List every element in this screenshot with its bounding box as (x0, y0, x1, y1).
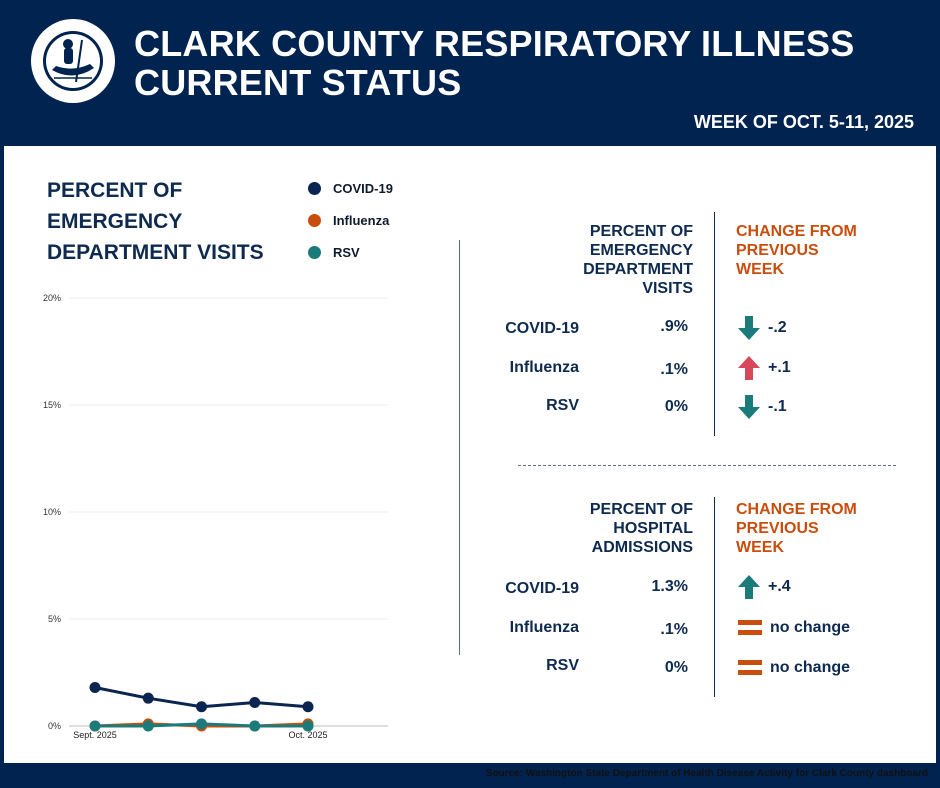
y-tick-label: 10% (43, 507, 61, 517)
data-point-covid (196, 701, 207, 713)
header-line: WEEK (736, 539, 784, 556)
x-tick-label: Oct. 2025 (288, 730, 327, 740)
ed-row-name: COVID-19 (505, 320, 579, 337)
hosp-row-name: Influenza (509, 619, 579, 636)
header-line: HOSPITAL (613, 520, 693, 537)
change-value: -.2 (768, 319, 787, 336)
ed-row-change: -.2 (738, 316, 787, 340)
ed-row-change: +.1 (738, 356, 791, 380)
header-line: PREVIOUS (736, 520, 819, 537)
change-value: +.4 (768, 578, 791, 595)
y-tick-label: 0% (48, 721, 61, 731)
ed-row-change: -.1 (738, 395, 787, 419)
header-banner: CLARK COUNTY RESPIRATORY ILLNESS CURRENT… (0, 0, 940, 145)
chart-legend: COVID-19 Influenza RSV (308, 172, 393, 268)
hosp-row-change: no change (738, 619, 850, 637)
ed-header-change: CHANGE FROM PREVIOUS WEEK (736, 222, 857, 279)
arrow-up-icon (738, 356, 760, 380)
data-point-covid (89, 681, 101, 693)
data-point-rsv (249, 720, 261, 732)
header-line: CHANGE FROM (736, 223, 857, 240)
change-value: -.1 (768, 398, 787, 415)
data-point-rsv (302, 720, 314, 732)
ed-row-value: .1% (660, 361, 688, 378)
header-line: DEPARTMENT (583, 261, 693, 278)
hosp-row-name: COVID-19 (505, 580, 579, 597)
header-line: PREVIOUS (736, 242, 819, 259)
hosp-row-value: 1.3% (651, 578, 688, 595)
ed-row-name: RSV (546, 397, 579, 414)
header-line: WEEK (736, 261, 784, 278)
legend-label: Influenza (333, 212, 390, 228)
column-divider-hosp (714, 497, 715, 697)
arrow-down-icon (738, 316, 760, 340)
week-label: WEEK OF OCT. 5-11, 2025 (693, 112, 914, 132)
x-tick-label: Sept. 2025 (73, 730, 117, 740)
arrow-up-icon (738, 575, 760, 599)
header-line: VISITS (642, 280, 693, 297)
data-point-covid (302, 701, 314, 713)
clark-county-logo-icon (31, 19, 115, 103)
ed-row-value: 0% (664, 398, 688, 415)
header-line: ADMISSIONS (591, 539, 693, 556)
legend-dot-rsv (308, 245, 321, 259)
dashed-separator (518, 465, 896, 466)
source-note: Source: Washington State Department of H… (485, 768, 928, 779)
hosp-row-change: +.4 (738, 575, 791, 599)
hosp-row-change: no change (738, 659, 850, 677)
data-point-rsv (89, 720, 101, 732)
y-tick-label: 5% (48, 614, 61, 624)
column-divider-ed (714, 212, 715, 436)
ed-header-percent: PERCENT OF EMERGENCY DEPARTMENT VISITS (493, 222, 693, 298)
chart-title: PERCENT OF EMERGENCY DEPARTMENT VISITS (47, 175, 264, 268)
chart-title-line: EMERGENCY (47, 210, 183, 233)
change-value: no change (770, 659, 851, 676)
legend-item-influenza: Influenza (308, 204, 393, 236)
data-point-covid (142, 692, 154, 704)
change-value: +.1 (768, 359, 791, 376)
legend-item-rsv: RSV (308, 236, 393, 268)
change-value: no change (770, 619, 851, 636)
equal-icon (738, 620, 762, 635)
chart-title-line: PERCENT OF (47, 179, 183, 202)
data-point-rsv (196, 718, 207, 730)
title-line-1: CLARK COUNTY RESPIRATORY ILLNESS (134, 23, 855, 64)
ed-row-name: Influenza (509, 359, 579, 376)
hosp-row-name: RSV (546, 657, 579, 674)
page-title: CLARK COUNTY RESPIRATORY ILLNESS CURRENT… (134, 24, 854, 102)
header-line: CHANGE FROM (736, 501, 857, 518)
y-tick-label: 15% (43, 400, 61, 410)
hosp-row-value: .1% (660, 621, 688, 638)
arrow-down-icon (738, 395, 760, 419)
header-line: PERCENT OF (589, 223, 693, 240)
hosp-header-percent: PERCENT OF HOSPITAL ADMISSIONS (493, 500, 693, 557)
ed-row-value: .9% (660, 318, 688, 335)
data-point-covid (249, 696, 261, 708)
title-line-2: CURRENT STATUS (134, 62, 462, 103)
data-point-rsv (142, 720, 154, 732)
chart-title-line: DEPARTMENT VISITS (47, 241, 264, 264)
header-line: PERCENT OF (589, 501, 693, 518)
legend-label: COVID-19 (333, 180, 393, 196)
ed-visits-line-chart: 0% 5% 10% 15% 20% Sept. 2025 Oct. 2025 (43, 293, 388, 740)
content-panel (4, 146, 936, 763)
legend-item-covid: COVID-19 (308, 172, 393, 204)
legend-dot-covid (308, 181, 321, 195)
legend-dot-influenza (308, 213, 321, 227)
hosp-row-value: 0% (664, 659, 688, 676)
header-line: EMERGENCY (589, 242, 693, 259)
legend-label: RSV (333, 244, 360, 260)
hosp-header-change: CHANGE FROM PREVIOUS WEEK (736, 500, 857, 557)
equal-icon (738, 660, 762, 675)
section-divider (459, 240, 460, 655)
y-tick-label: 20% (43, 293, 61, 303)
